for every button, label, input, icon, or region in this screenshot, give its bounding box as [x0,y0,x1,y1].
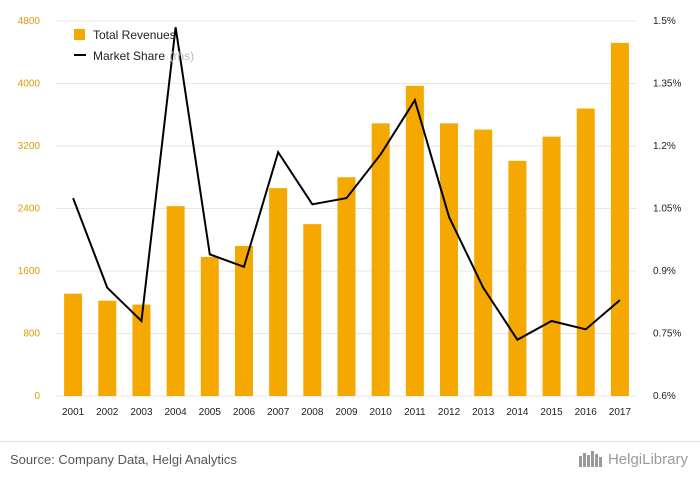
x-tick-label: 2003 [130,407,153,418]
market-share-line [72,27,621,342]
bar-2012 [440,123,459,396]
bar-2013 [474,129,493,396]
bar-2008 [303,224,322,396]
bar-2010 [371,123,390,396]
bar-2002 [98,300,117,396]
x-tick-label: 2001 [62,407,85,418]
legend-label-market-share-name: Market Share [93,49,165,63]
x-tick-label: 2015 [540,407,563,418]
bar-2014 [508,160,527,396]
right-tick-label: 0.6% [653,391,676,402]
left-tick-label: 3200 [18,141,41,152]
x-tick-label: 2009 [335,407,358,418]
bar-2004 [166,206,185,396]
left-tick-label: 800 [23,329,40,340]
legend-label-market-share-suffix: (rhs) [169,49,194,63]
x-tick-label: 2002 [96,407,119,418]
bar-2016 [576,108,595,396]
bar-2009 [337,177,356,396]
legend-label-revenues: Total Revenues [93,28,176,42]
bar-2005 [200,256,219,396]
right-tick-label: 0.9% [653,266,676,277]
x-tick-label: 2008 [301,407,324,418]
bar-2011 [405,85,424,396]
bar-2006 [234,246,253,396]
right-tick-label: 1.5% [653,16,676,27]
line-series [72,27,621,342]
x-tick-label: 2004 [164,407,187,418]
right-tick-label: 1.05% [653,204,681,215]
bar-2015 [542,136,561,396]
library-icon [578,450,604,468]
right-tick-label: 0.75% [653,329,681,340]
right-tick-label: 1.2% [653,141,676,152]
bar-2003 [132,304,151,396]
left-tick-label: 4800 [18,16,41,27]
right-axis-ticks: 0.6% 0.75% 0.9% 1.05% 1.2% 1.35% 1.5% [653,16,681,402]
footer: Source: Company Data, Helgi Analytics He… [0,441,700,484]
source-note: Source: Company Data, Helgi Analytics [10,452,237,467]
bar-2017 [610,42,629,396]
legend-label-market-share: Market Share (rhs) [93,47,194,64]
legend: Total Revenues Market Share (rhs) [74,28,194,64]
x-tick-label: 2016 [575,407,598,418]
x-tick-label: 2014 [506,407,529,418]
x-tick-label: 2005 [199,407,222,418]
chart: 0 800 1600 2400 3200 4000 4800 0.6% 0.75% 0.9% 1.… [18,16,682,418]
legend-bar-swatch [74,29,85,40]
left-tick-label: 2400 [18,204,41,215]
bar-2007 [269,188,288,396]
x-tick-label: 2017 [609,407,632,418]
bar-2001 [64,293,83,396]
x-tick-label: 2010 [370,407,393,418]
x-tick-label: 2006 [233,407,256,418]
left-tick-label: 4000 [18,79,41,90]
bar-series [64,42,629,396]
x-tick-label: 2012 [438,407,461,418]
x-tick-label: 2007 [267,407,290,418]
left-axis-ticks: 0 800 1600 2400 3200 4000 4800 [18,16,41,402]
x-tick-label: 2013 [472,407,495,418]
left-tick-label: 0 [34,391,40,402]
x-tick-label: 2011 [404,407,426,418]
x-axis-ticks: 2001 2002 2003 2004 2005 2006 2007 2008 2009 2010… [62,407,632,418]
brand-logo[interactable]: HelgiLibrary [578,450,688,468]
brand-name: HelgiLibrary [607,450,688,468]
right-tick-label: 1.35% [653,79,681,90]
left-tick-label: 1600 [18,266,41,277]
